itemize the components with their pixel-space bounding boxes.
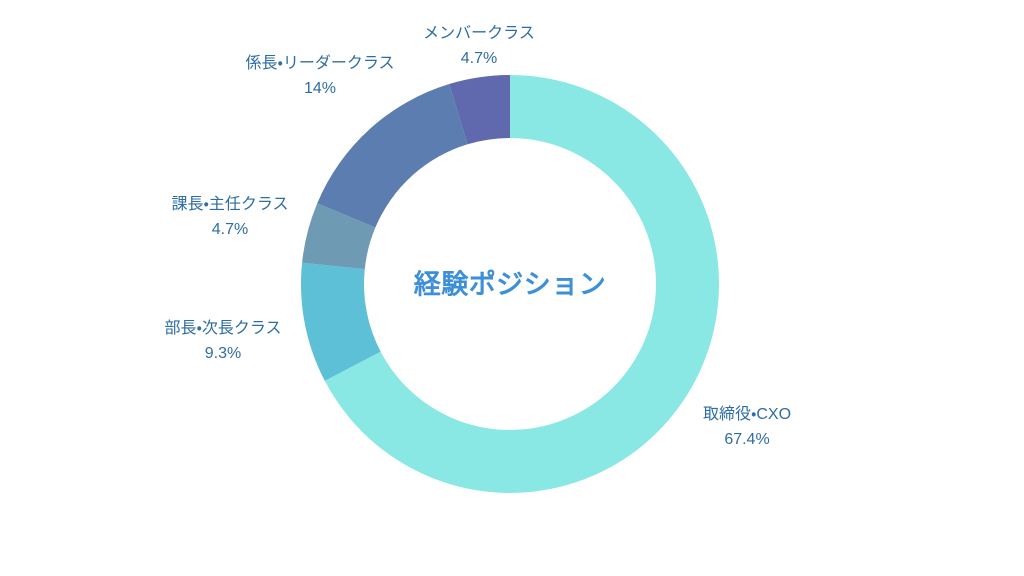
segment-label-name: メンバークラス: [423, 25, 535, 42]
segment-label-value: 4.7%: [460, 50, 498, 67]
segment-label-name: 部長・次長クラス: [164, 320, 282, 337]
donut-segment-0: [324, 75, 720, 493]
segment-label-value: 4.7%: [211, 221, 249, 238]
segment-label-value: 14%: [303, 80, 337, 97]
segment-label-name: 取締役・CXO: [702, 406, 792, 423]
segment-label-2: 課長・主任クラス 4.7%: [171, 192, 288, 242]
segment-label-value: 9.3%: [204, 345, 242, 362]
segment-label-3: 係長・リーダークラス 14%: [245, 51, 394, 101]
chart-title: 経験ポジション: [413, 269, 607, 300]
segment-label-1: 部長・次長クラス 9.3%: [164, 316, 281, 366]
segment-label-name: 課長・主任クラス: [171, 196, 289, 213]
donut-segment-2: [302, 203, 376, 270]
donut-segment-1: [301, 262, 381, 381]
segment-label-0: 取締役・CXO 67.4%: [703, 402, 791, 452]
segment-label-value: 67.4%: [724, 431, 770, 448]
donut-segment-3: [317, 84, 468, 228]
segment-label-name: 係長・リーダークラス: [245, 55, 395, 72]
donut-segment-4: [449, 75, 510, 145]
segment-label-4: メンバークラス 4.7%: [423, 21, 535, 71]
